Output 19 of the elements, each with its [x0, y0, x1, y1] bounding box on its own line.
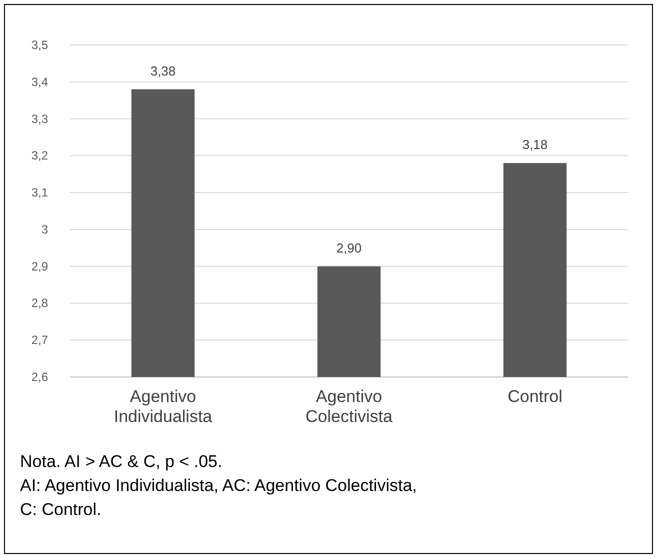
y-tick-label: 2,7 — [31, 333, 48, 348]
data-label: 3,18 — [522, 137, 548, 152]
y-tick-label: 2,9 — [31, 259, 48, 274]
text: Nota. AI > AC & C, p < .05. — [20, 452, 222, 471]
y-tick-label: 2,8 — [31, 296, 48, 310]
y-tick-label: 3 — [41, 222, 48, 236]
y-tick-label: 2,6 — [31, 370, 48, 384]
x-tick-label: Control — [508, 387, 562, 406]
y-tick-label: 3,3 — [31, 112, 48, 126]
y-tick-label: 3,4 — [31, 74, 48, 89]
text: C: Control. — [20, 500, 102, 519]
y-tick-label: 3,2 — [31, 148, 48, 163]
x-tick-label: Agentivo Individualista — [114, 387, 213, 426]
x-tick-label: Agentivo Colectivista — [306, 387, 393, 426]
y-tick-label: 3,5 — [31, 38, 48, 52]
text: AI: Agentivo Individualista, AC: Agentivo Colectivista, — [20, 476, 417, 495]
data-label: 3,38 — [150, 63, 176, 78]
y-tick-label: 3,1 — [31, 186, 48, 200]
data-label: 2,90 — [336, 240, 362, 256]
